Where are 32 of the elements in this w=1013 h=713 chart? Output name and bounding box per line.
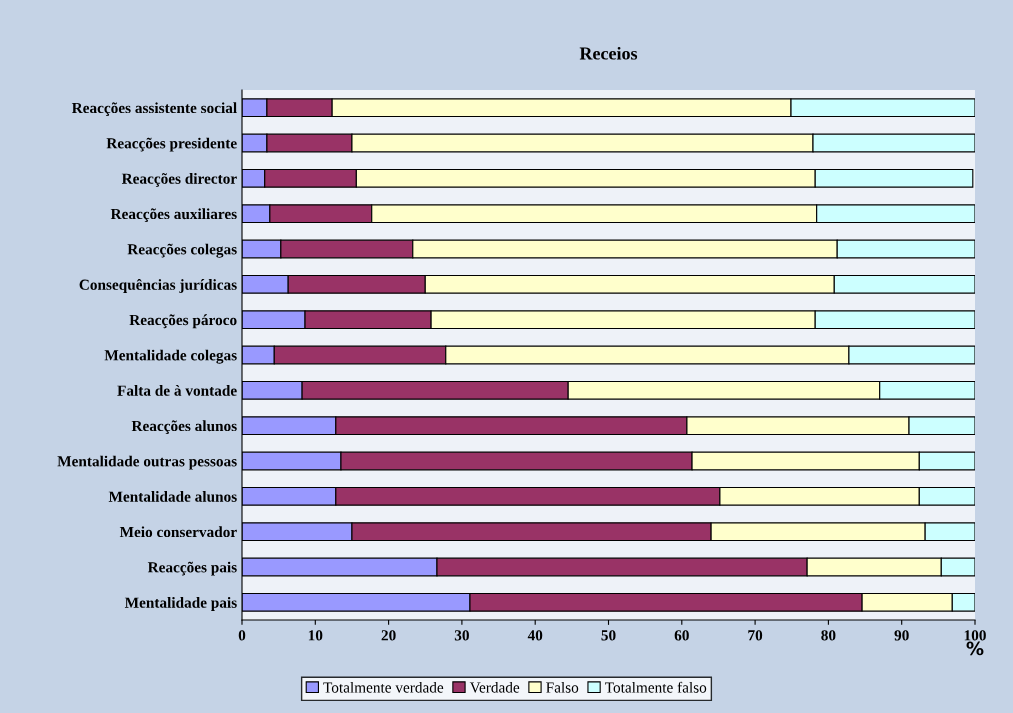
x-tick-label: 20 (381, 630, 396, 641)
y-tick-label: Reacções director (121, 173, 237, 187)
y-tick-label: Reacções pais (147, 561, 237, 576)
y-tick-label: Mentalidade colegas (104, 349, 237, 364)
legend-label: Totalmente verdade (323, 681, 444, 693)
x-tick-label: 90 (894, 630, 909, 641)
y-tick-label: Falta de à vontade (117, 385, 237, 396)
legend-label: Totalmente falso (605, 681, 707, 693)
x-tick-label: 30 (454, 630, 469, 641)
y-tick-label: Mentalidade alunos (108, 491, 237, 502)
chart-title: Receios (579, 46, 638, 60)
y-tick-label: Meio conservador (119, 526, 237, 538)
legend-label: Falso (546, 681, 579, 693)
y-tick-label: Reacções auxiliares (110, 208, 237, 223)
x-tick-label: 60 (674, 630, 689, 641)
x-tick-label: 70 (748, 630, 763, 641)
x-axis-title: % (966, 641, 984, 656)
y-tick-label: Reacções assistente social (71, 102, 237, 117)
y-tick-label: Reacções colegas (127, 243, 237, 258)
y-tick-label: Mentalidade outras pessoas (57, 455, 237, 470)
y-tick-label: Reacções pároco (129, 314, 237, 329)
y-tick-label: Reacções alunos (131, 420, 237, 435)
x-tick-label: 50 (601, 630, 616, 641)
x-tick-label: 0 (238, 630, 246, 641)
x-tick-label: 100 (964, 630, 986, 641)
x-tick-label: 10 (308, 630, 323, 641)
x-tick-label: 80 (821, 630, 836, 641)
y-tick-label: Mentalidade pais (124, 597, 237, 611)
x-tick-label: 40 (527, 630, 543, 641)
y-tick-label: Consequências jurídicas (79, 278, 237, 293)
legend-label: Verdade (469, 681, 520, 693)
y-tick-label: Reacções presidente (106, 137, 237, 152)
